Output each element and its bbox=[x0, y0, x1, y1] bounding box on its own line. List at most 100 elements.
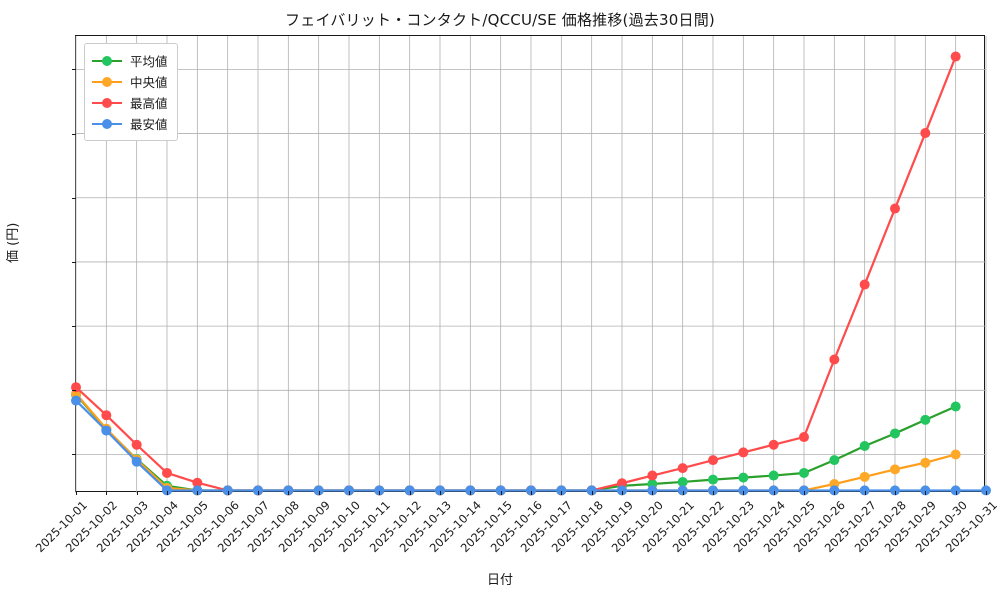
data-point-marker bbox=[222, 485, 233, 496]
data-point-marker bbox=[950, 449, 961, 460]
y-tick-mark bbox=[72, 326, 76, 328]
data-point-marker bbox=[981, 485, 991, 496]
data-point-marker bbox=[162, 485, 172, 496]
y-tick-mark bbox=[72, 133, 76, 135]
data-point-marker bbox=[617, 478, 627, 489]
data-point-marker bbox=[71, 395, 81, 406]
data-point-marker bbox=[131, 456, 142, 467]
data-point-marker bbox=[344, 485, 354, 496]
data-point-marker bbox=[950, 485, 961, 496]
data-point-marker bbox=[677, 463, 688, 474]
data-point-marker bbox=[404, 485, 415, 496]
legend-swatch-icon bbox=[92, 55, 122, 67]
data-point-marker bbox=[708, 474, 718, 485]
y-tick-mark bbox=[72, 197, 76, 199]
x-tick-mark bbox=[622, 491, 623, 495]
data-point-marker bbox=[920, 457, 931, 468]
series-layer bbox=[71, 51, 991, 496]
legend-item[interactable]: 最高値 bbox=[92, 92, 168, 113]
data-point-marker bbox=[495, 485, 506, 496]
legend-item[interactable]: 中央値 bbox=[92, 71, 168, 92]
data-point-marker bbox=[768, 470, 779, 481]
data-point-marker bbox=[768, 485, 779, 496]
y-tick-mark bbox=[72, 390, 76, 392]
data-point-marker bbox=[435, 485, 445, 496]
data-point-marker bbox=[101, 425, 112, 436]
data-point-marker bbox=[920, 128, 931, 139]
data-point-marker bbox=[920, 485, 931, 496]
x-tick-mark bbox=[986, 491, 987, 495]
data-point-marker bbox=[617, 485, 627, 496]
data-point-marker bbox=[799, 485, 809, 496]
data-point-marker bbox=[101, 410, 112, 421]
data-point-marker bbox=[738, 447, 749, 458]
x-tick-mark bbox=[470, 491, 472, 495]
data-point-marker bbox=[162, 467, 172, 478]
x-tick-mark bbox=[834, 491, 836, 495]
x-tick-mark bbox=[136, 491, 138, 495]
chart-title: フェイバリット・コンタクト/QCCU/SE 価格推移(過去30日間) bbox=[285, 11, 715, 29]
data-point-marker bbox=[708, 485, 718, 496]
plot-area: 2505007501000125015001750 2025-10-012025… bbox=[33, 35, 1000, 555]
legend-label: 最高値 bbox=[130, 96, 168, 111]
series-line bbox=[74, 393, 957, 492]
x-tick-mark bbox=[76, 491, 77, 495]
data-point-marker bbox=[131, 439, 142, 450]
x-tick-mark bbox=[713, 491, 714, 495]
x-tick-mark bbox=[773, 491, 775, 495]
x-tick-mark bbox=[258, 491, 259, 495]
x-tick-mark bbox=[379, 491, 381, 495]
legend-label: 最安値 bbox=[130, 117, 168, 132]
data-point-marker bbox=[647, 470, 658, 481]
data-point-marker bbox=[71, 382, 81, 393]
series-line bbox=[74, 392, 957, 492]
data-point-marker bbox=[738, 485, 749, 496]
data-point-marker bbox=[890, 428, 900, 439]
x-tick-mark bbox=[652, 491, 654, 495]
x-axis-label: 日付 bbox=[486, 573, 513, 588]
legend-item[interactable]: 最安値 bbox=[92, 113, 168, 134]
data-point-marker bbox=[799, 467, 809, 478]
x-tick-mark bbox=[409, 491, 411, 495]
x-tick-mark bbox=[561, 491, 563, 495]
x-tick-mark bbox=[167, 491, 168, 495]
legend-swatch-icon bbox=[92, 118, 122, 130]
y-axis-label: 価 (円) bbox=[6, 222, 21, 263]
data-point-marker bbox=[677, 476, 688, 487]
x-tick-mark bbox=[743, 491, 745, 495]
data-point-marker bbox=[799, 432, 809, 443]
data-point-marker bbox=[465, 485, 476, 496]
x-tick-mark bbox=[591, 491, 593, 495]
y-tick-mark bbox=[72, 69, 76, 71]
x-tick-mark bbox=[682, 491, 684, 495]
data-point-marker bbox=[859, 485, 870, 496]
chart-legend: 平均値中央値最高値最安値 bbox=[84, 43, 178, 141]
data-point-marker bbox=[313, 485, 324, 496]
x-tick-mark bbox=[804, 491, 805, 495]
x-tick-mark bbox=[925, 491, 927, 495]
data-point-marker bbox=[859, 279, 870, 290]
data-point-marker bbox=[738, 472, 749, 483]
data-point-marker bbox=[586, 485, 597, 496]
data-point-marker bbox=[890, 464, 900, 475]
data-point-marker bbox=[890, 203, 900, 214]
y-tick-mark bbox=[72, 454, 76, 456]
x-tick-mark bbox=[106, 491, 108, 495]
data-point-marker bbox=[192, 485, 203, 496]
data-point-marker bbox=[768, 439, 779, 450]
x-tick-mark bbox=[288, 491, 290, 495]
data-point-marker bbox=[890, 485, 900, 496]
legend-item[interactable]: 平均値 bbox=[92, 50, 168, 71]
data-point-marker bbox=[829, 354, 840, 365]
x-tick-mark bbox=[227, 491, 229, 495]
x-tick-mark bbox=[955, 491, 957, 495]
data-point-marker bbox=[708, 455, 718, 466]
x-tick-mark bbox=[349, 491, 350, 495]
y-tick-mark bbox=[72, 261, 76, 263]
data-point-marker bbox=[920, 414, 931, 425]
series-line bbox=[74, 399, 988, 492]
legend-label: 中央値 bbox=[130, 75, 168, 90]
data-point-marker bbox=[647, 485, 658, 496]
x-tick-mark bbox=[440, 491, 441, 495]
